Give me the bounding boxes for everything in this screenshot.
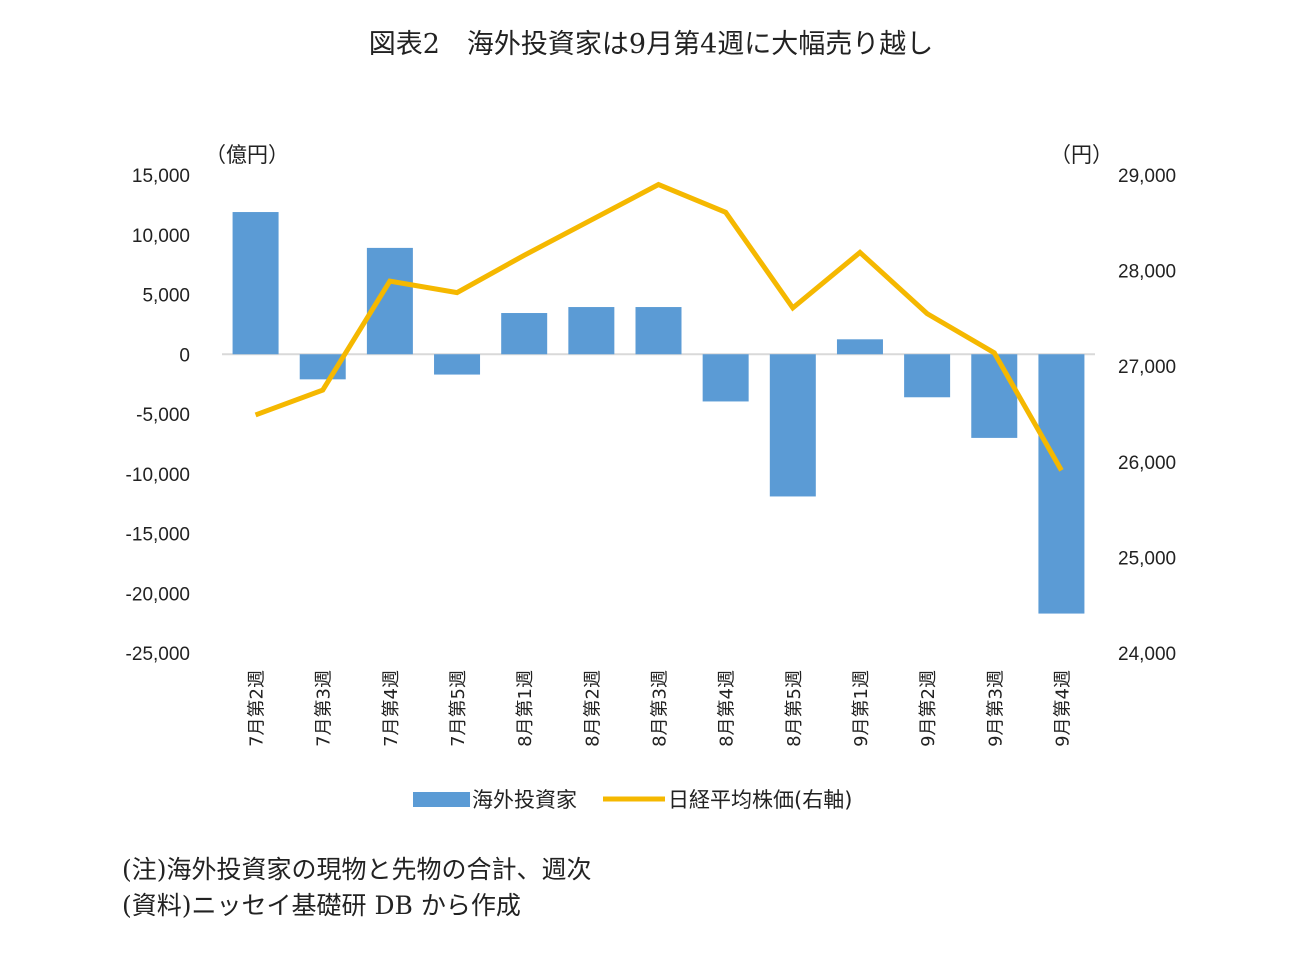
right-tick-label: 28,000 (1118, 262, 1176, 283)
bar (971, 354, 1018, 438)
category-label: 9月第1週 (851, 670, 872, 747)
left-tick-label: -5,000 (136, 405, 190, 426)
category-label: 9月第4週 (1052, 670, 1073, 747)
bar (769, 354, 816, 497)
right-axis-unit: （円） (1050, 143, 1113, 167)
right-tick-label: 24,000 (1118, 644, 1176, 665)
bar (836, 339, 883, 355)
bar (904, 354, 951, 398)
category-label: 8月第3週 (650, 670, 671, 747)
bar (702, 354, 749, 402)
bar (635, 307, 682, 355)
category-label: 7月第4週 (381, 670, 402, 747)
category-label: 9月第2週 (918, 670, 939, 747)
legend-line-label: 日経平均株価(右軸) (668, 788, 852, 812)
category-label: 8月第4週 (717, 670, 738, 747)
left-tick-label: 15,000 (132, 166, 190, 187)
category-label: 7月第2週 (247, 670, 268, 747)
bar (568, 307, 615, 355)
left-tick-label: -15,000 (126, 525, 190, 546)
category-label: 7月第3週 (314, 670, 335, 747)
category-label: 9月第3週 (985, 670, 1006, 747)
left-tick-label: 5,000 (142, 286, 190, 307)
left-axis-unit: （億円） (205, 143, 289, 167)
bar (434, 354, 481, 375)
left-tick-label: -20,000 (126, 584, 190, 605)
source: (資料)ニッセイ基礎研 DB から作成 (122, 891, 521, 920)
right-tick-label: 26,000 (1118, 453, 1176, 474)
left-tick-label: -25,000 (126, 644, 190, 665)
chart-title: 図表2 海外投資家は9月第4週に大幅売り越し (368, 29, 934, 60)
right-tick-label: 29,000 (1118, 166, 1176, 187)
bar (366, 247, 413, 355)
left-tick-label: 0 (179, 345, 190, 366)
bar (1038, 354, 1085, 614)
bar (501, 313, 548, 355)
right-tick-label: 27,000 (1118, 357, 1176, 378)
left-tick-label: 10,000 (132, 226, 190, 247)
legend-bar-label: 海外投資家 (472, 788, 577, 812)
category-label: 8月第5週 (784, 670, 805, 747)
legend-bar-swatch (413, 792, 470, 807)
left-tick-label: -10,000 (126, 465, 190, 486)
bar (232, 212, 279, 355)
category-label: 8月第2週 (582, 670, 603, 747)
category-label: 7月第5週 (448, 670, 469, 747)
note: (注)海外投資家の現物と先物の合計、週次 (122, 855, 592, 884)
category-label: 8月第1週 (515, 670, 536, 747)
right-tick-label: 25,000 (1118, 548, 1176, 569)
